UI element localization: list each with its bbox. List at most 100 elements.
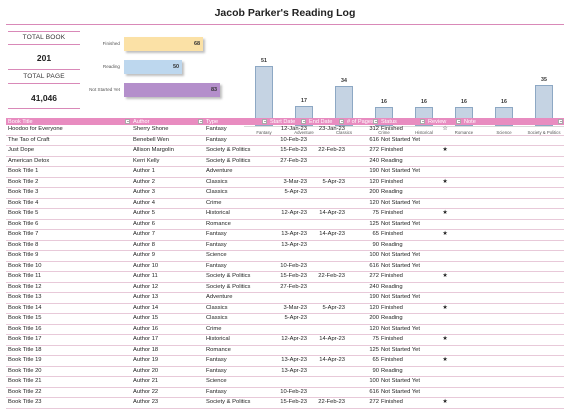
table-cell[interactable]: 14-Apr-23 xyxy=(307,208,345,220)
table-row[interactable]: Book Title 14 Author 14 Classics 3-Mar-23 5-… xyxy=(6,303,564,314)
review-star-icon[interactable] xyxy=(426,313,462,325)
table-cell[interactable] xyxy=(462,345,564,356)
table-cell[interactable]: 14-Apr-23 xyxy=(307,334,345,346)
table-cell[interactable]: Adventure xyxy=(204,292,268,304)
filter-dropdown-icon[interactable] xyxy=(301,119,306,124)
table-cell[interactable] xyxy=(462,376,564,388)
table-cell[interactable]: Author 12 xyxy=(131,282,204,293)
table-cell[interactable]: 10-Feb-23 xyxy=(268,135,307,146)
table-cell[interactable]: 100 xyxy=(345,376,379,388)
column-header[interactable]: Type xyxy=(204,118,268,125)
table-cell[interactable]: Not Started Yet xyxy=(379,345,426,356)
table-cell[interactable] xyxy=(462,271,564,283)
table-cell[interactable]: 12-Apr-23 xyxy=(268,208,307,220)
table-cell[interactable]: Romance xyxy=(204,219,268,230)
review-star-icon[interactable]: ★ xyxy=(426,177,462,188)
table-cell[interactable]: Not Started Yet xyxy=(379,166,426,178)
table-cell[interactable]: 12-Jan-23 xyxy=(268,125,307,136)
table-cell[interactable] xyxy=(462,261,564,272)
table-cell[interactable]: Book Title 21 xyxy=(6,376,131,388)
table-cell[interactable]: Not Started Yet xyxy=(379,219,426,230)
table-cell[interactable]: Book Title 10 xyxy=(6,261,131,272)
table-cell[interactable] xyxy=(462,240,564,251)
table-cell[interactable]: Author 3 xyxy=(131,187,204,199)
table-cell[interactable]: Science xyxy=(204,376,268,388)
table-cell[interactable]: 15-Feb-23 xyxy=(268,397,307,409)
table-cell[interactable]: Not Started Yet xyxy=(379,135,426,146)
table-row[interactable]: Book Title 11 Author 11 Society & Politics… xyxy=(6,271,564,283)
table-cell[interactable]: Sherry Shone xyxy=(131,125,204,136)
table-cell[interactable]: 75 xyxy=(345,208,379,220)
table-cell[interactable]: Reading xyxy=(379,313,426,325)
table-cell[interactable] xyxy=(307,376,345,388)
table-cell[interactable] xyxy=(307,219,345,230)
table-cell[interactable]: Society & Politics xyxy=(204,271,268,283)
table-cell[interactable]: 120 xyxy=(345,324,379,335)
table-cell[interactable]: 240 xyxy=(345,156,379,167)
table-cell[interactable]: Book Title 19 xyxy=(6,355,131,367)
table-cell[interactable]: 312 xyxy=(345,125,379,136)
table-cell[interactable] xyxy=(462,145,564,157)
table-cell[interactable]: Society & Politics xyxy=(204,397,268,409)
table-cell[interactable]: Classics xyxy=(204,303,268,314)
table-cell[interactable]: 616 xyxy=(345,135,379,146)
table-cell[interactable]: Book Title 11 xyxy=(6,271,131,283)
review-star-icon[interactable] xyxy=(426,366,462,377)
table-cell[interactable]: 616 xyxy=(345,261,379,272)
table-cell[interactable] xyxy=(462,125,564,136)
table-cell[interactable]: Fantasy xyxy=(204,261,268,272)
table-cell[interactable]: 10-Feb-23 xyxy=(268,387,307,398)
table-cell[interactable]: Not Started Yet xyxy=(379,250,426,262)
table-cell[interactable]: Author 1 xyxy=(131,166,204,178)
table-cell[interactable]: Classics xyxy=(204,177,268,188)
table-cell[interactable]: 200 xyxy=(345,187,379,199)
table-cell[interactable]: Reading xyxy=(379,187,426,199)
review-star-icon[interactable] xyxy=(426,387,462,398)
table-cell[interactable]: The Tao of Craft xyxy=(6,135,131,146)
table-row[interactable]: Book Title 22 Author 22 Fantasy 10-Feb-23 61… xyxy=(6,387,564,398)
table-row[interactable]: American Detox Kerri Kelly Society & Polit… xyxy=(6,156,564,167)
filter-dropdown-icon[interactable] xyxy=(125,119,130,124)
table-cell[interactable]: Book Title 9 xyxy=(6,250,131,262)
filter-dropdown-icon[interactable] xyxy=(373,119,378,124)
table-row[interactable]: Book Title 4 Author 4 Crime 120 Not Started … xyxy=(6,198,564,209)
filter-dropdown-icon[interactable] xyxy=(339,119,344,124)
table-row[interactable]: Book Title 6 Author 6 Romance 125 Not Starte… xyxy=(6,219,564,230)
table-cell[interactable]: Finished xyxy=(379,208,426,220)
table-cell[interactable] xyxy=(307,240,345,251)
table-cell[interactable]: 190 xyxy=(345,292,379,304)
table-cell[interactable] xyxy=(307,250,345,262)
table-row[interactable]: Hoodoo for Everyone Sherry Shone Fantasy 12… xyxy=(6,125,564,136)
table-cell[interactable]: Author 18 xyxy=(131,345,204,356)
table-cell[interactable]: Fantasy xyxy=(204,366,268,377)
table-row[interactable]: Book Title 18 Author 18 Romance 125 Not Star… xyxy=(6,345,564,356)
review-star-icon[interactable]: ★ xyxy=(426,229,462,241)
table-row[interactable]: Book Title 13 Author 13 Adventure 190 Not St… xyxy=(6,292,564,304)
table-cell[interactable]: Reading xyxy=(379,366,426,377)
table-cell[interactable] xyxy=(462,355,564,367)
table-cell[interactable] xyxy=(307,198,345,209)
table-cell[interactable]: 13-Apr-23 xyxy=(268,366,307,377)
review-star-icon[interactable]: ★ xyxy=(426,397,462,409)
review-star-icon[interactable] xyxy=(426,250,462,262)
table-cell[interactable]: Book Title 13 xyxy=(6,292,131,304)
table-row[interactable]: Book Title 19 Author 19 Fantasy 13-Apr-23 14… xyxy=(6,355,564,367)
table-row[interactable]: Book Title 9 Author 9 Science 100 Not Starte… xyxy=(6,250,564,262)
table-cell[interactable]: Reading xyxy=(379,282,426,293)
table-cell[interactable]: Romance xyxy=(204,345,268,356)
table-cell[interactable] xyxy=(462,135,564,146)
table-cell[interactable]: 5-Apr-23 xyxy=(307,303,345,314)
table-cell[interactable] xyxy=(462,166,564,178)
table-cell[interactable] xyxy=(462,229,564,241)
table-cell[interactable]: Book Title 22 xyxy=(6,387,131,398)
table-cell[interactable]: 13-Apr-23 xyxy=(268,240,307,251)
table-cell[interactable]: 65 xyxy=(345,229,379,241)
table-cell[interactable]: 13-Apr-23 xyxy=(268,355,307,367)
table-cell[interactable]: Author 17 xyxy=(131,334,204,346)
table-cell[interactable]: Finished xyxy=(379,303,426,314)
table-cell[interactable]: Not Started Yet xyxy=(379,198,426,209)
table-cell[interactable]: 14-Apr-23 xyxy=(307,355,345,367)
table-cell[interactable] xyxy=(462,282,564,293)
table-cell[interactable]: 10-Feb-23 xyxy=(268,261,307,272)
table-cell[interactable]: Book Title 18 xyxy=(6,345,131,356)
